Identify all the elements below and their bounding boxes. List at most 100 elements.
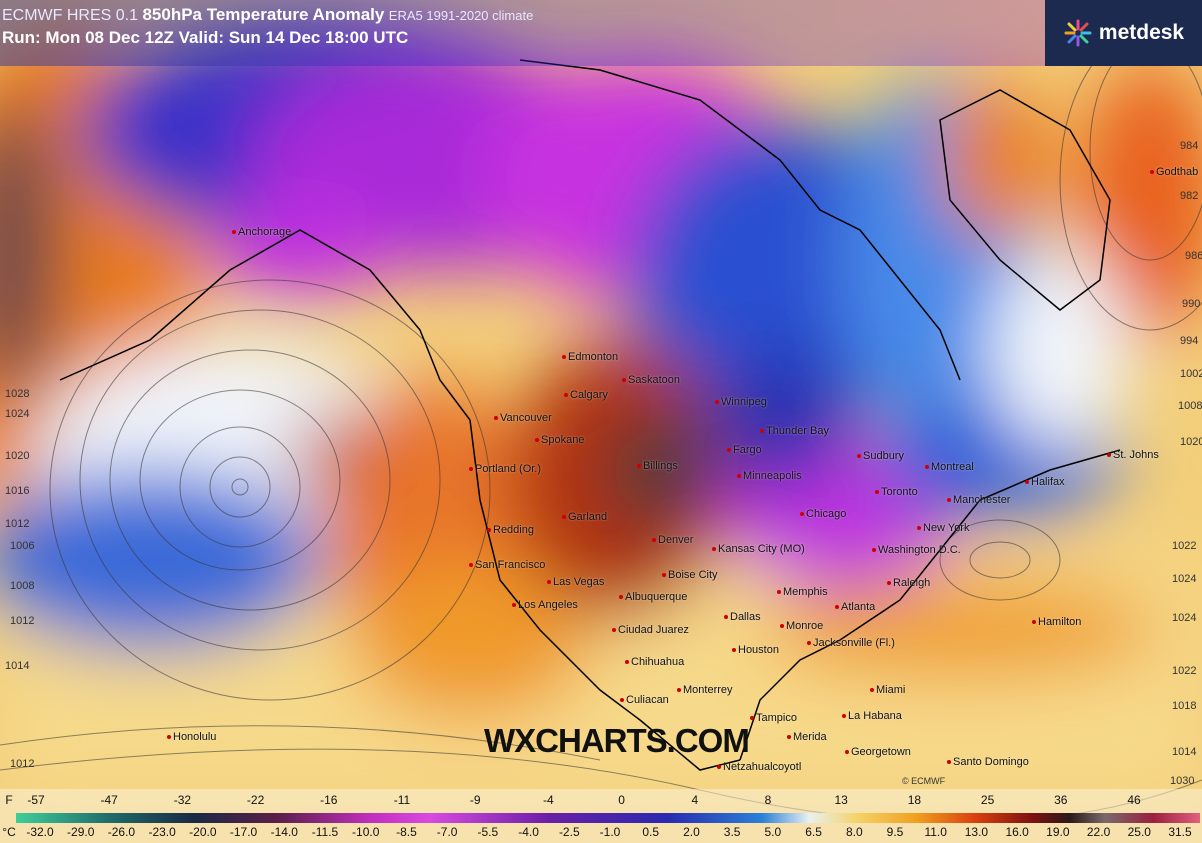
- colorbar-tick: 19.0: [1046, 825, 1070, 839]
- colorbar-tick: 8: [764, 793, 772, 807]
- colorbar-tick: 18: [907, 793, 922, 807]
- colorbar-tick: -26.0: [107, 825, 136, 839]
- colorbar-tick: 2.0: [683, 825, 700, 839]
- city-label: Chihuahua: [625, 656, 684, 668]
- city-label: Hamilton: [1032, 616, 1081, 628]
- city-label: Culiacan: [620, 694, 669, 706]
- city-label: Ciudad Juarez: [612, 624, 689, 636]
- colorbar-tick: 16.0: [1005, 825, 1029, 839]
- colorbar-tick: -8.5: [396, 825, 417, 839]
- colorbar-tick: -1.0: [599, 825, 621, 839]
- model-name: ECMWF HRES 0.1: [2, 7, 139, 24]
- colorbar-tick: 0: [618, 793, 625, 807]
- isobar-label: 1018: [1172, 700, 1197, 712]
- city-label: Denver: [652, 534, 693, 546]
- colorbar-tick: 8.0: [845, 825, 863, 839]
- city-label: Redding: [487, 524, 534, 536]
- city-label: Saskatoon: [622, 374, 680, 386]
- colorbar-tick: 46: [1127, 793, 1141, 807]
- city-label: Albuquerque: [619, 591, 687, 603]
- coastlines: [59, 59, 1121, 771]
- isobar-label: 1028: [5, 388, 30, 400]
- colorbar-tick: 22.0: [1086, 825, 1111, 839]
- colorbar-tick: 36: [1054, 793, 1068, 807]
- colorbar-tick: 25.0: [1127, 825, 1151, 839]
- city-label: Thunder Bay: [760, 425, 829, 437]
- colorbar-tick: 11.0: [924, 825, 947, 839]
- city-label: Godthab: [1150, 166, 1198, 178]
- colorbar-tick: -4: [543, 793, 554, 807]
- city-label: Washington D.C.: [872, 544, 961, 556]
- isobar-label: 1022: [1172, 665, 1197, 677]
- isobar-label: 994: [1180, 335, 1199, 347]
- city-label: San Francisco: [469, 559, 545, 571]
- isobar-label: 1020: [5, 450, 30, 462]
- colorbar-tick: -7.0: [436, 825, 458, 839]
- city-label: Anchorage: [232, 226, 291, 238]
- colorbar-tick: 13: [834, 793, 848, 807]
- colorbar-tick: -14.0: [270, 825, 298, 839]
- city-label: Halifax: [1025, 476, 1065, 488]
- city-label: Tampico: [750, 712, 797, 724]
- city-label: Monterrey: [677, 684, 733, 696]
- fahrenheit-ticks: F -57 -47 -32 -22 -16 -11 -9 -4 0 4 8 13 18 25 36 46: [0, 793, 1202, 809]
- isobar-label: 1002: [1180, 368, 1202, 380]
- colorbar-tick: 13.0: [964, 825, 989, 839]
- colorbar-tick: 9.5: [886, 825, 904, 839]
- isobar-label: 990: [1182, 298, 1201, 310]
- city-label: Los Angeles: [512, 599, 578, 611]
- colorbar-tick: -32: [173, 793, 192, 807]
- isobar-label: 1022: [1172, 540, 1197, 552]
- isobar-label: 1020: [1180, 436, 1202, 448]
- city-label: Kansas City (MO): [712, 543, 805, 555]
- city-label: Miami: [870, 684, 905, 696]
- city-label: Monroe: [780, 620, 823, 632]
- city-label: Honolulu: [167, 731, 216, 743]
- city-label: Atlanta: [835, 601, 875, 613]
- isobar-label: 1008: [10, 580, 35, 592]
- field-name: 850hPa Temperature Anomaly: [142, 5, 385, 24]
- city-label: Portland (Or.): [469, 463, 541, 475]
- chart-title: ECMWF HRES 0.1 850hPa Temperature Anomal…: [2, 4, 1045, 27]
- colorbar-tick: -29.0: [67, 825, 95, 839]
- logo-text: metdesk: [1098, 21, 1185, 44]
- city-label: New York: [917, 522, 969, 534]
- city-label: Vancouver: [494, 412, 552, 424]
- city-label: Edmonton: [562, 351, 618, 363]
- colorbar-tick: 4: [691, 793, 699, 807]
- colorbar-tick: -9: [469, 793, 481, 807]
- unit-label: F: [5, 793, 13, 807]
- isobar-label: 1024: [5, 408, 30, 420]
- city-label: Calgary: [564, 389, 608, 401]
- city-label: Jacksonville (Fl.): [807, 637, 895, 649]
- colorbar-tick: 25: [980, 793, 995, 807]
- colorbar-tick: -10.0: [352, 825, 380, 839]
- city-label: Manchester: [947, 494, 1010, 506]
- colorbar-tick: -32.0: [26, 825, 54, 839]
- city-label: Toronto: [875, 486, 918, 498]
- isobar-label: 1012: [10, 758, 35, 770]
- colorbar-tick: -16: [320, 793, 338, 807]
- city-label: Boise City: [662, 569, 718, 581]
- city-label: Chicago: [800, 508, 846, 520]
- watermark: WXCHARTS.COM: [484, 722, 750, 759]
- isobar-label: 1006: [10, 540, 35, 552]
- colorbar-tick: -11.5: [311, 825, 339, 839]
- colorbar-gradient: [16, 813, 1200, 823]
- colorbar-tick: 3.5: [723, 825, 741, 839]
- isobar-label: 1024: [1172, 612, 1197, 624]
- unit-label: °C: [2, 825, 16, 839]
- isobar-label: 986: [1185, 250, 1202, 262]
- colorbar-tick: -22: [246, 793, 265, 807]
- city-label: St. Johns: [1107, 449, 1159, 461]
- colorbar-legend: F -57 -47 -32 -22 -16 -11 -9 -4 0 4 8 13 18 25 36 46 °C -…: [0, 789, 1202, 843]
- colorbar-tick: -2.5: [558, 825, 580, 839]
- isobar-label: 1008: [1178, 400, 1202, 412]
- colorbar-tick: 31.5: [1168, 825, 1192, 839]
- city-label: La Habana: [842, 710, 902, 722]
- city-label: Sudbury: [857, 450, 904, 462]
- colorbar-tick: -4.0: [518, 825, 539, 839]
- chart-header: ECMWF HRES 0.1 850hPa Temperature Anomal…: [0, 0, 1045, 66]
- colorbar-tick: -23.0: [148, 825, 176, 839]
- colorbar-tick: -11: [393, 793, 411, 807]
